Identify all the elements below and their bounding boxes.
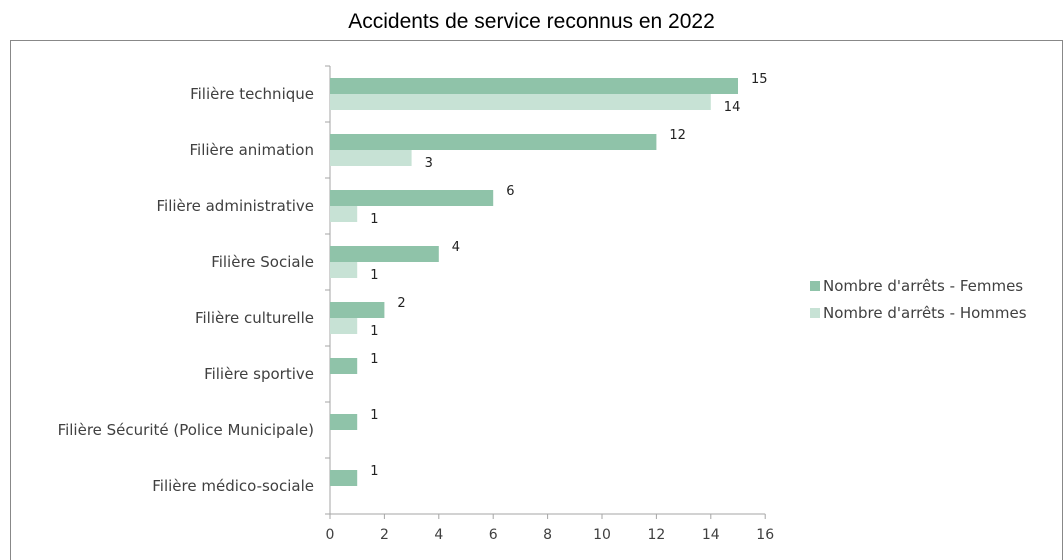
legend-swatch-hommes xyxy=(810,308,820,318)
bar-hommes xyxy=(330,262,358,278)
legend-label: Nombre d'arrêts - Femmes xyxy=(823,277,1023,295)
category-label: Filière Sécurité (Police Municipale) xyxy=(58,421,314,439)
x-tick-label: 16 xyxy=(756,527,774,543)
data-label: 1 xyxy=(370,212,378,227)
x-tick-label: 2 xyxy=(380,527,389,543)
data-label: 14 xyxy=(724,100,741,115)
data-label: 1 xyxy=(370,268,378,283)
x-tick-label: 4 xyxy=(434,527,443,543)
category-label: Filière administrative xyxy=(157,197,314,215)
category-label: Filière animation xyxy=(189,141,314,159)
data-label: 1 xyxy=(370,464,378,479)
x-tick-label: 6 xyxy=(489,527,498,543)
bar-hommes xyxy=(330,206,358,222)
data-label: 15 xyxy=(751,72,768,87)
bar-femmes xyxy=(330,190,494,206)
category-label: Filière sportive xyxy=(204,365,314,383)
bar-femmes xyxy=(330,246,439,262)
category-label: Filière culturelle xyxy=(195,309,314,327)
chart-title: Accidents de service reconnus en 2022 xyxy=(348,10,715,33)
data-label: 12 xyxy=(669,128,686,143)
data-label: 4 xyxy=(452,240,460,255)
legend: Nombre d'arrêts - Femmes Nombre d'arrêts … xyxy=(810,277,1027,322)
axis-group: 0 2 4 6 8 10 12 14 16 xyxy=(325,65,774,543)
x-tick-label: 8 xyxy=(543,527,552,543)
x-tick-label: 10 xyxy=(593,527,611,543)
data-label: 1 xyxy=(370,324,378,339)
data-label: 1 xyxy=(370,352,378,367)
category-label: Filière Sociale xyxy=(211,253,314,271)
bar-hommes xyxy=(330,94,711,110)
x-tick-label: 12 xyxy=(647,527,665,543)
bar-femmes xyxy=(330,302,385,318)
legend-swatch-femmes xyxy=(810,281,820,291)
x-tick-label: 14 xyxy=(702,527,720,543)
data-label: 1 xyxy=(370,408,378,423)
x-tick-label: 0 xyxy=(326,527,335,543)
data-label: 2 xyxy=(397,296,405,311)
bars-group xyxy=(330,78,738,486)
legend-label: Nombre d'arrêts - Hommes xyxy=(823,304,1027,322)
category-label: Filière technique xyxy=(190,85,314,103)
data-label: 3 xyxy=(425,156,433,171)
bar-femmes xyxy=(330,358,358,374)
bar-hommes xyxy=(330,318,358,334)
category-label: Filière médico-sociale xyxy=(152,477,314,495)
data-label: 6 xyxy=(506,184,514,199)
bar-femmes xyxy=(330,134,657,150)
bar-femmes xyxy=(330,78,738,94)
bar-femmes xyxy=(330,414,358,430)
bar-femmes xyxy=(330,470,358,486)
bar-hommes xyxy=(330,150,412,166)
